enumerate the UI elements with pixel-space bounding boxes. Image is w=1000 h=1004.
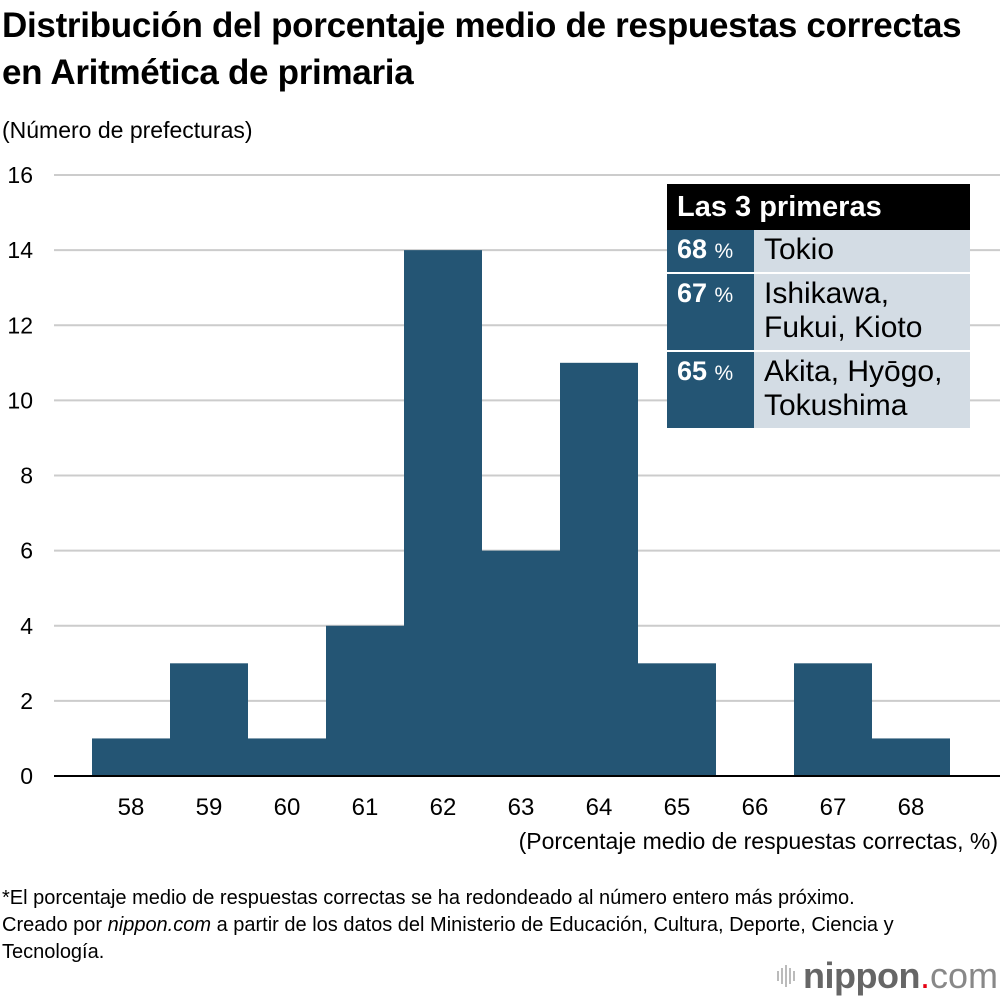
top3-legend-table: Las 3 primeras 68 % Tokio 67 % Ishikawa, Fu… bbox=[667, 184, 970, 428]
nippon-logo: nippon. com bbox=[777, 955, 998, 997]
y-ticks: 0 2 4 6 8 10 12 14 16 bbox=[7, 162, 33, 789]
sound-bars-icon bbox=[777, 965, 796, 987]
y-tick-label: 2 bbox=[20, 688, 33, 714]
bar-59 bbox=[170, 663, 248, 776]
x-tick-label: 60 bbox=[274, 794, 301, 821]
bar-68 bbox=[872, 738, 950, 776]
y-tick-label: 4 bbox=[20, 613, 33, 639]
legend-percent: 67 % bbox=[667, 274, 754, 350]
y-tick-label: 6 bbox=[20, 538, 33, 564]
x-tick-label: 68 bbox=[898, 794, 925, 821]
rounding-note: *El porcentaje medio de respuestas corre… bbox=[2, 887, 855, 909]
x-tick-label: 59 bbox=[196, 794, 223, 821]
legend-prefectures: Akita, Hyōgo, Tokushima bbox=[754, 352, 970, 428]
legend-percent: 68 % bbox=[667, 230, 754, 272]
bar-62 bbox=[404, 250, 482, 776]
x-tick-label: 67 bbox=[820, 794, 847, 821]
x-tick-label: 66 bbox=[742, 794, 769, 821]
bar-63 bbox=[482, 550, 560, 776]
y-tick-label: 8 bbox=[20, 463, 33, 489]
y-tick-label: 0 bbox=[20, 763, 33, 789]
source-site: nippon.com bbox=[107, 914, 212, 936]
bar-61 bbox=[326, 625, 404, 776]
footnote: *El porcentaje medio de respuestas corre… bbox=[2, 885, 922, 966]
legend-heading: Las 3 primeras bbox=[667, 184, 970, 230]
x-tick-label: 65 bbox=[664, 794, 691, 821]
y-tick-label: 14 bbox=[7, 237, 33, 263]
legend-percent: 65 % bbox=[667, 352, 754, 428]
x-tick-label: 58 bbox=[118, 794, 145, 821]
x-tick-label: 61 bbox=[352, 794, 379, 821]
bar-58 bbox=[92, 738, 170, 776]
x-axis-label: (Porcentaje medio de respuestas correcta… bbox=[518, 828, 998, 854]
legend-row: 68 % Tokio bbox=[667, 230, 970, 272]
bar-60 bbox=[248, 738, 326, 776]
y-tick-label: 12 bbox=[7, 312, 33, 338]
bar-64 bbox=[560, 362, 638, 776]
chart-title: Distribución del porcentaje medio de res… bbox=[2, 6, 962, 92]
x-tick-label: 62 bbox=[430, 794, 457, 821]
x-tick-label: 64 bbox=[586, 794, 613, 821]
bar-65 bbox=[638, 663, 716, 776]
legend-row: 67 % Ishikawa, Fukui, Kioto bbox=[667, 272, 970, 350]
bars bbox=[92, 250, 950, 776]
legend-row: 65 % Akita, Hyōgo, Tokushima bbox=[667, 350, 970, 428]
x-tick-label: 63 bbox=[508, 794, 535, 821]
bar-67 bbox=[794, 663, 872, 776]
y-axis-label: (Número de prefecturas) bbox=[2, 117, 253, 143]
legend-prefectures: Tokio bbox=[754, 230, 970, 272]
y-tick-label: 10 bbox=[7, 387, 33, 413]
x-ticks: 58 59 60 61 62 63 64 65 66 67 68 bbox=[118, 794, 925, 821]
source-credit: Creado por nippon.com a partir de los da… bbox=[2, 914, 894, 963]
legend-prefectures: Ishikawa, Fukui, Kioto bbox=[754, 274, 970, 350]
y-tick-label: 16 bbox=[7, 162, 33, 188]
